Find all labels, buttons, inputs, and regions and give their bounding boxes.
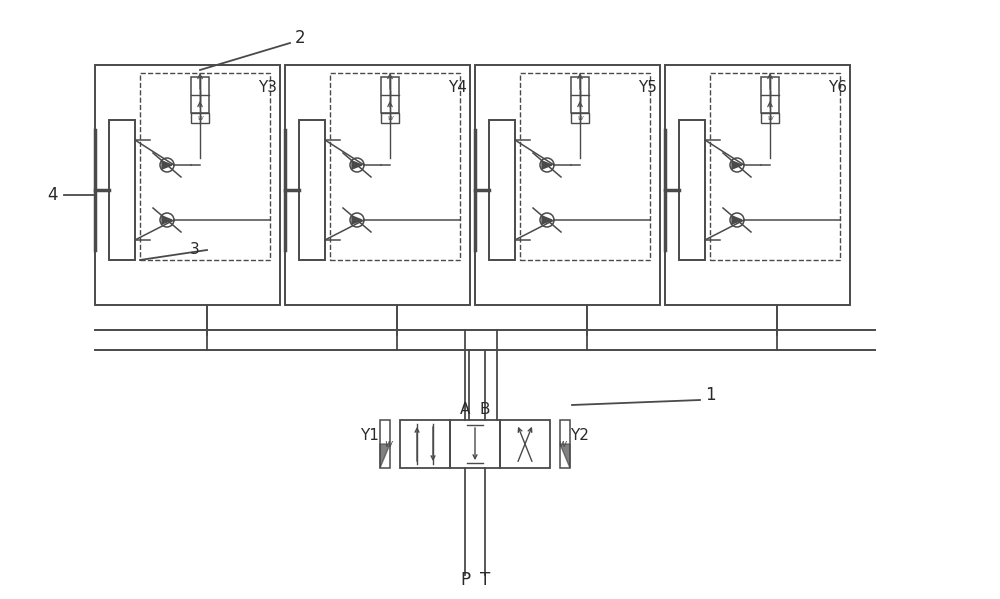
Polygon shape bbox=[732, 216, 742, 224]
Bar bbox=[679, 120, 705, 260]
Bar bbox=[665, 65, 850, 305]
Bar bbox=[191, 77, 209, 113]
Text: T: T bbox=[480, 571, 490, 589]
Bar bbox=[761, 113, 779, 123]
Text: w: w bbox=[577, 115, 583, 121]
Text: A: A bbox=[460, 403, 470, 418]
Text: Y2: Y2 bbox=[571, 428, 589, 443]
Bar bbox=[191, 113, 209, 123]
Text: Y4: Y4 bbox=[449, 80, 467, 95]
Bar bbox=[571, 113, 589, 123]
Text: w: w bbox=[767, 115, 773, 121]
Text: B: B bbox=[480, 403, 490, 418]
Bar bbox=[140, 73, 270, 260]
Text: 1: 1 bbox=[705, 386, 715, 404]
Polygon shape bbox=[542, 216, 552, 224]
Text: w: w bbox=[558, 439, 566, 449]
Text: P: P bbox=[460, 571, 470, 589]
Bar bbox=[381, 113, 399, 123]
Text: w: w bbox=[197, 115, 203, 121]
Text: w: w bbox=[384, 439, 392, 449]
Text: Y3: Y3 bbox=[258, 80, 278, 95]
Bar bbox=[500, 420, 550, 468]
Bar bbox=[400, 420, 450, 468]
Bar bbox=[520, 73, 650, 260]
Text: Y1: Y1 bbox=[361, 428, 379, 443]
Text: Y5: Y5 bbox=[639, 80, 657, 95]
Bar bbox=[761, 77, 779, 113]
Polygon shape bbox=[732, 161, 742, 169]
Bar bbox=[475, 65, 660, 305]
Bar bbox=[571, 77, 589, 113]
Polygon shape bbox=[560, 444, 570, 468]
Polygon shape bbox=[162, 216, 172, 224]
Text: 3: 3 bbox=[190, 243, 200, 258]
Bar bbox=[109, 120, 135, 260]
Bar bbox=[330, 73, 460, 260]
Bar bbox=[489, 120, 515, 260]
Text: w: w bbox=[387, 115, 393, 121]
Polygon shape bbox=[380, 444, 390, 468]
Bar bbox=[450, 420, 500, 468]
Bar bbox=[710, 73, 840, 260]
Bar bbox=[299, 120, 325, 260]
Bar bbox=[95, 65, 280, 305]
Bar bbox=[560, 420, 570, 468]
Polygon shape bbox=[162, 161, 172, 169]
Polygon shape bbox=[542, 161, 552, 169]
Text: 4: 4 bbox=[47, 186, 57, 204]
Bar bbox=[381, 77, 399, 113]
Text: Y6: Y6 bbox=[828, 80, 848, 95]
Bar bbox=[285, 65, 470, 305]
Bar bbox=[380, 420, 390, 468]
Polygon shape bbox=[352, 216, 362, 224]
Polygon shape bbox=[352, 161, 362, 169]
Text: 2: 2 bbox=[295, 29, 305, 47]
